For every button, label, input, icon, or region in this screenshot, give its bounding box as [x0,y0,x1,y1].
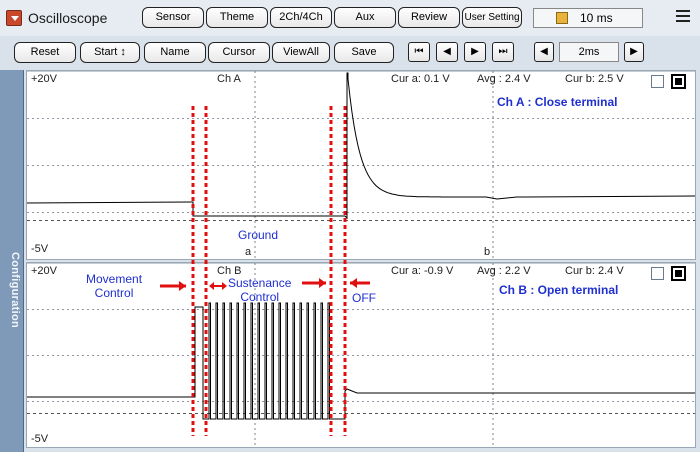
channel-b-cursor-b: Cur b: 2.4 V [565,265,624,277]
viewall-button[interactable]: ViewAll [272,42,330,63]
cursor-a-marker[interactable]: a [245,246,252,258]
sensor-button[interactable]: Sensor [142,7,204,28]
channel-a-cursor-a: Cur a: 0.1 V [391,73,450,85]
div-increase-icon[interactable]: ▶ [624,42,644,62]
movement-line2: Control [94,286,134,300]
time-div-value[interactable]: 2ms [559,42,619,62]
next-page-icon[interactable]: ▶ [464,42,486,62]
prev-page-icon[interactable]: ◀ [436,42,458,62]
last-page-icon[interactable]: ⏭ [492,42,514,62]
sustenance-line1: Sustenance [228,276,292,290]
first-page-icon[interactable]: ⏮ [408,42,430,62]
save-button[interactable]: Save [334,42,394,63]
channel-a-average: Avg : 2.4 V [477,73,531,85]
movement-line1: Movement [86,272,143,286]
channel-b-plot[interactable] [27,263,695,447]
channel-b-average: Avg : 2.2 V [477,265,531,277]
review-button[interactable]: Review [398,7,460,28]
configuration-sidebar[interactable]: Configuration [0,70,24,452]
channel-b-title: Ch B : Open terminal [499,283,619,297]
channel-a-plot[interactable] [27,71,695,259]
channel-b-ymin: -5V [31,433,49,445]
menu-icon[interactable] [676,10,690,24]
channel-b-checkbox-icon[interactable] [651,267,664,280]
channel-b-trace [27,302,695,420]
reset-button[interactable]: Reset [14,42,76,63]
configuration-label: Configuration [9,252,21,328]
channel-a-toggle-icon[interactable] [671,74,686,89]
channel-b-toggle-icon[interactable] [671,266,686,281]
channel-a-panel: +20V -5V Ch A Cur a: 0.1 V Avg : 2.4 V C… [26,70,696,260]
time-per-div-value: 10 ms [580,11,613,25]
sustenance-control-annotation: Sustenance Control [228,276,291,304]
cursor-b-marker[interactable]: b [484,246,491,258]
user-setting-button[interactable]: User Setting [462,7,522,28]
theme-button[interactable]: Theme [206,7,268,28]
channel-b-name: Ch B [217,265,242,277]
channel-mode-button[interactable]: 2Ch/4Ch [270,7,332,28]
title-bar: Oscilloscope Sensor Theme 2Ch/4Ch Aux Re… [0,0,700,36]
sustenance-line2: Control [240,290,280,304]
time-icon [556,12,568,24]
channel-a-cursor-b: Cur b: 2.5 V [565,73,624,85]
start-button[interactable]: Start ↕ [80,42,140,63]
channel-b-cursor-a: Cur a: -0.9 V [391,265,454,277]
channel-a-checkbox-icon[interactable] [651,75,664,88]
channel-b-panel: +20V -5V Ch B Cur a: -0.9 V Avg : 2.2 V … [26,262,696,448]
channel-b-ymax: +20V [31,265,57,277]
off-annotation: OFF [352,291,376,305]
start-label: Start [94,46,118,58]
aux-button[interactable]: Aux [334,7,396,28]
cursor-button[interactable]: Cursor [208,42,270,63]
channel-a-ymin: -5V [31,243,49,255]
time-per-div-display[interactable]: 10 ms [533,8,643,28]
div-decrease-icon[interactable]: ◀ [534,42,554,62]
name-button[interactable]: Name [144,42,206,63]
app-title: Oscilloscope [28,10,108,26]
channel-a-title: Ch A : Close terminal [497,95,618,109]
channel-a-ymax: +20V [31,73,57,85]
dropdown-icon[interactable] [6,10,22,26]
ground-annotation: Ground [238,228,279,242]
start-stepper-icon: ↕ [120,46,126,58]
channel-a-trace [27,72,695,220]
movement-control-annotation: Movement Control [86,272,142,300]
channel-a-name: Ch A [217,73,241,85]
